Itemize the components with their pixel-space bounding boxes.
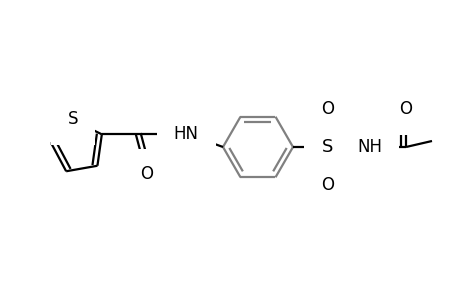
Text: O: O bbox=[140, 165, 153, 183]
Text: O: O bbox=[398, 100, 412, 118]
Text: O: O bbox=[321, 100, 334, 118]
Text: S: S bbox=[322, 138, 333, 156]
Text: O: O bbox=[321, 176, 334, 194]
Text: S: S bbox=[68, 110, 78, 128]
Text: HN: HN bbox=[174, 125, 198, 143]
Text: NH: NH bbox=[357, 138, 382, 156]
